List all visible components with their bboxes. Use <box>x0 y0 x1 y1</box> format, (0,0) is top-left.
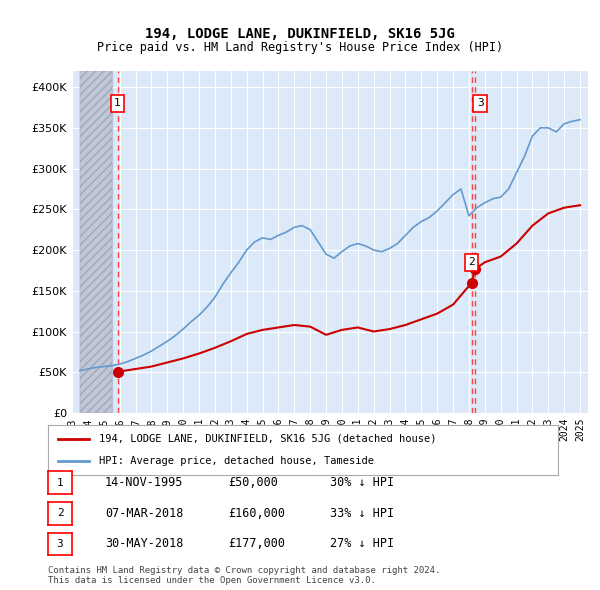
Text: £160,000: £160,000 <box>228 507 285 520</box>
Text: 194, LODGE LANE, DUKINFIELD, SK16 5JG: 194, LODGE LANE, DUKINFIELD, SK16 5JG <box>145 27 455 41</box>
Text: 14-NOV-1995: 14-NOV-1995 <box>105 476 184 489</box>
Text: Price paid vs. HM Land Registry's House Price Index (HPI): Price paid vs. HM Land Registry's House … <box>97 41 503 54</box>
Text: 2: 2 <box>469 257 475 267</box>
Text: 194, LODGE LANE, DUKINFIELD, SK16 5JG (detached house): 194, LODGE LANE, DUKINFIELD, SK16 5JG (d… <box>99 434 437 444</box>
Text: 30% ↓ HPI: 30% ↓ HPI <box>330 476 394 489</box>
Text: HPI: Average price, detached house, Tameside: HPI: Average price, detached house, Tame… <box>99 456 374 466</box>
Text: 1: 1 <box>56 478 64 487</box>
Text: 33% ↓ HPI: 33% ↓ HPI <box>330 507 394 520</box>
Bar <box>80 71 112 413</box>
Text: Contains HM Land Registry data © Crown copyright and database right 2024.
This d: Contains HM Land Registry data © Crown c… <box>48 566 440 585</box>
Text: £177,000: £177,000 <box>228 537 285 550</box>
Text: 3: 3 <box>477 99 484 109</box>
Text: 07-MAR-2018: 07-MAR-2018 <box>105 507 184 520</box>
Text: 30-MAY-2018: 30-MAY-2018 <box>105 537 184 550</box>
Text: 27% ↓ HPI: 27% ↓ HPI <box>330 537 394 550</box>
Bar <box>80 71 112 413</box>
Text: 3: 3 <box>56 539 64 549</box>
Text: 1: 1 <box>114 99 121 109</box>
Text: 2: 2 <box>56 509 64 518</box>
Text: £50,000: £50,000 <box>228 476 278 489</box>
